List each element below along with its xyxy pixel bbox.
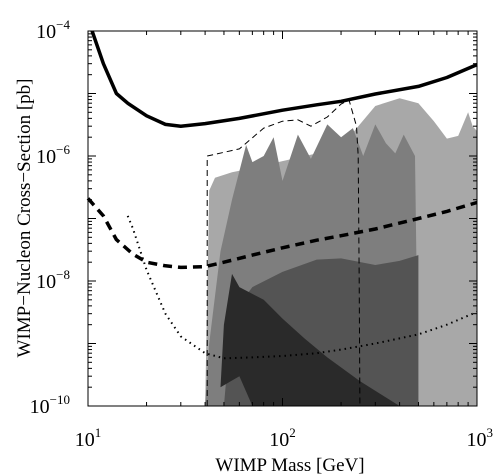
y-axis-label: WIMP−Nucleon Cross−Section [pb] bbox=[14, 79, 35, 358]
y-tick-label: 10−6 bbox=[36, 142, 70, 168]
y-tick-label: 10−10 bbox=[30, 392, 70, 418]
axis-ticks bbox=[87, 30, 478, 407]
tick-labels: 101 102 103 10−10 10−8 10−6 10−4 bbox=[30, 17, 493, 451]
x-tick-label: 101 bbox=[75, 425, 102, 451]
series-line-3 bbox=[126, 215, 478, 360]
shaded-regions bbox=[205, 98, 477, 407]
shaded-region-4 bbox=[220, 273, 400, 406]
limit-curves bbox=[86, 30, 478, 407]
series-line-4 bbox=[206, 99, 361, 407]
y-tick-label: 10−4 bbox=[36, 17, 70, 43]
x-axis-label: WIMP Mass [GeV] bbox=[215, 455, 364, 475]
y-tick-label: 10−8 bbox=[36, 267, 70, 293]
x-tick-label: 103 bbox=[467, 425, 494, 451]
series-line-2 bbox=[86, 197, 478, 270]
x-tick-label: 102 bbox=[269, 425, 296, 451]
series-line-1 bbox=[90, 30, 478, 128]
